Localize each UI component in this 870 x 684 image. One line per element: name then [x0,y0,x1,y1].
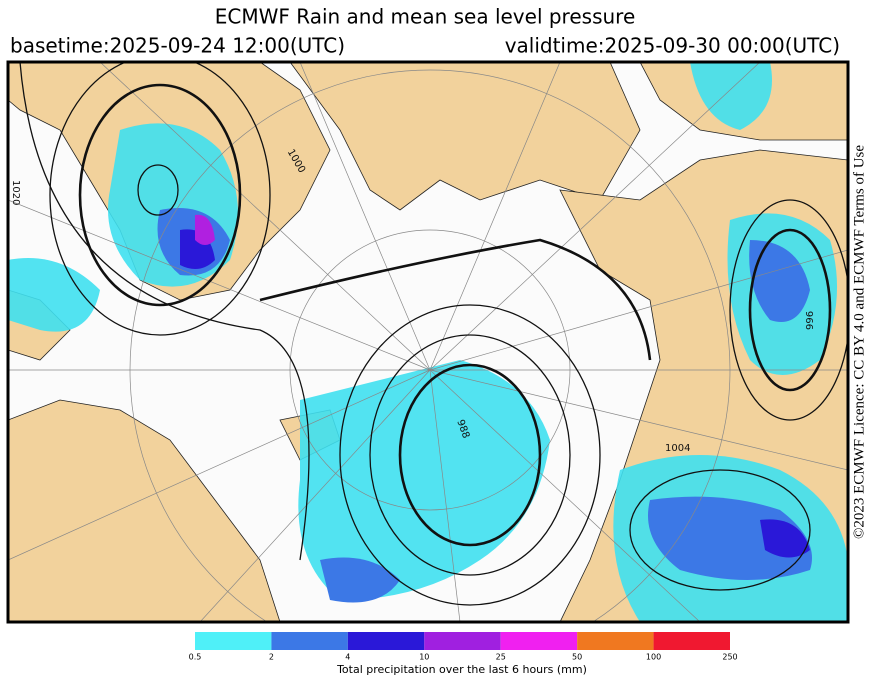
basetime: basetime:2025-09-24 12:00(UTC) [10,34,345,58]
license: ©2023 ECMWF Licence: CC BY 4.0 and ECMWF… [851,145,867,539]
title: ECMWF Rain and mean sea level pressure [215,5,636,29]
colorbar-tick-label: 25 [496,653,506,662]
colorbar-tick-label: 250 [722,653,737,662]
colorbar-tick-label: 10 [419,653,429,662]
colorbar-segment [500,632,578,650]
colorbar-title: Total precipitation over the last 6 hour… [336,663,587,676]
map: 1020 1000 988 1004 996 [6,60,850,624]
colorbar-tick-label: 2 [269,653,274,662]
colorbar-segment [653,632,730,650]
colorbar: 0.5 2 4 10 25 50 100 250 [189,632,738,662]
colorbar-segment [347,632,425,650]
colorbar-tick-label: 4 [345,653,350,662]
isobar-label: 996 [805,311,816,330]
colorbar-segment [271,632,348,650]
isobar-label: 1004 [665,443,690,454]
colorbar-segment [195,632,272,650]
isobar-label: 1020 [10,180,21,205]
colorbar-tick-label: 0.5 [189,653,202,662]
colorbar-tick-label: 50 [572,653,582,662]
colorbar-segment [424,632,501,650]
validtime: validtime:2025-09-30 00:00(UTC) [505,34,840,58]
colorbar-segment [577,632,654,650]
colorbar-tick-label: 100 [646,653,661,662]
